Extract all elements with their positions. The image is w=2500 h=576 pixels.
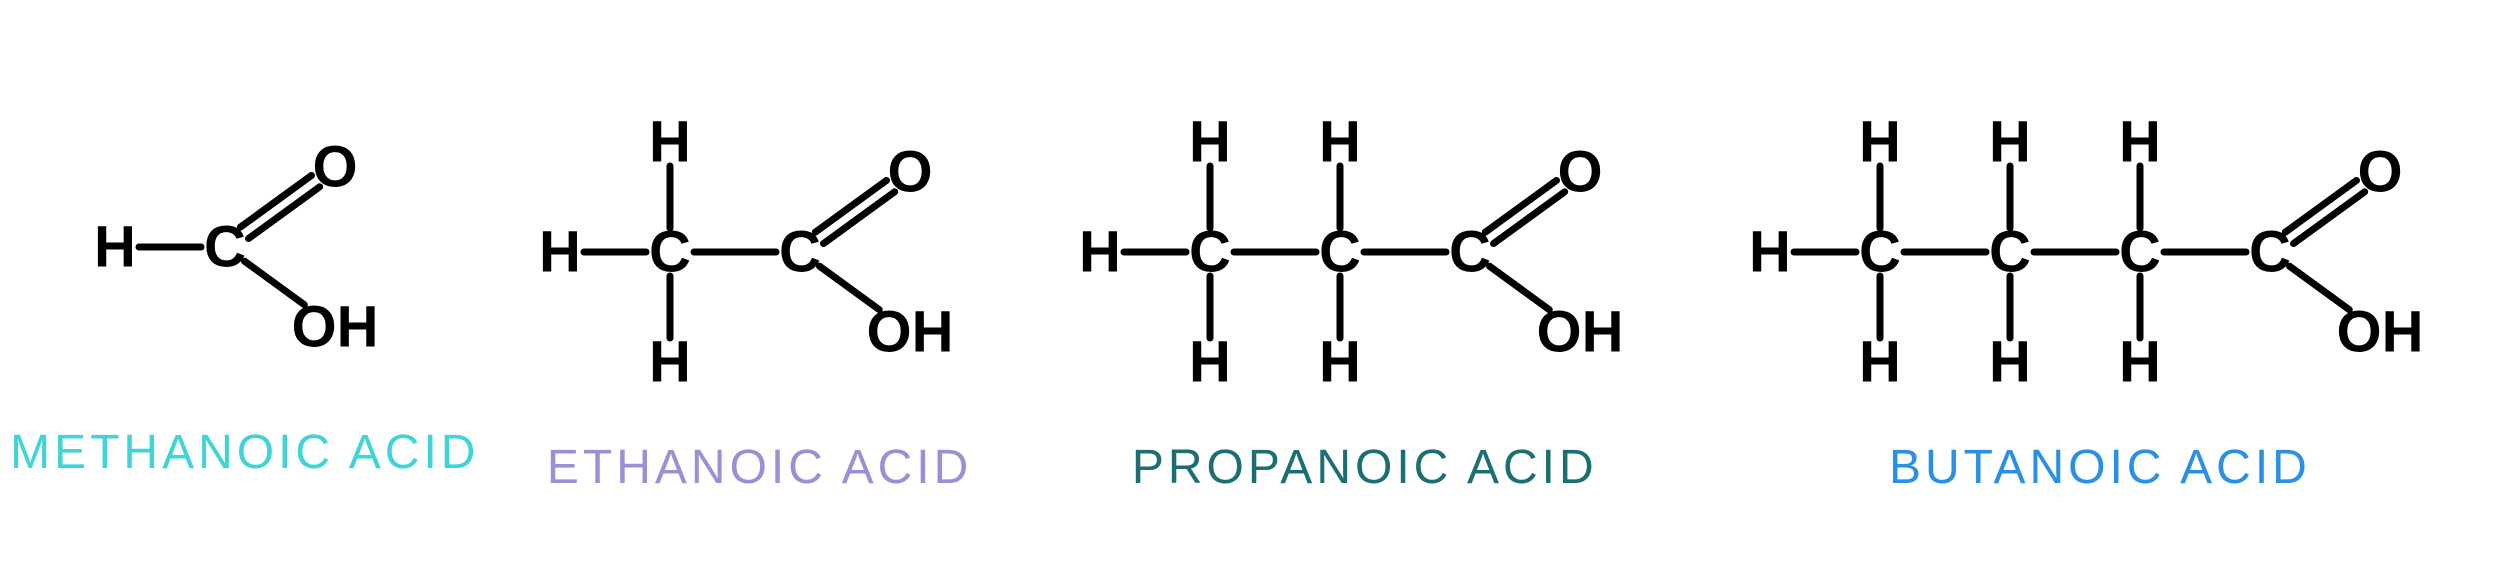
svg-text:H: H bbox=[1189, 109, 1231, 174]
svg-text:C: C bbox=[2119, 219, 2161, 284]
svg-text:H: H bbox=[1079, 219, 1121, 284]
svg-text:OH: OH bbox=[291, 294, 378, 359]
molecule-methanoic: H C O OH METHANOIC ACID bbox=[10, 97, 479, 480]
svg-text:H: H bbox=[1189, 329, 1231, 394]
svg-text:H: H bbox=[1749, 219, 1791, 284]
label-methanoic: METHANOIC ACID bbox=[10, 425, 479, 480]
svg-text:O: O bbox=[887, 139, 932, 204]
svg-text:H: H bbox=[539, 219, 581, 284]
svg-text:H: H bbox=[649, 109, 691, 174]
svg-text:C: C bbox=[1449, 219, 1491, 284]
svg-text:C: C bbox=[1189, 219, 1231, 284]
svg-text:C: C bbox=[779, 219, 821, 284]
svg-text:C: C bbox=[204, 214, 246, 279]
structure-propanoic: HCHHCHHCOOH bbox=[1040, 82, 1690, 412]
svg-text:O: O bbox=[1557, 139, 1602, 204]
svg-text:OH: OH bbox=[2336, 299, 2423, 364]
molecule-propanoic: HCHHCHHCOOH PROPANOIC ACID bbox=[1040, 82, 1690, 495]
svg-text:C: C bbox=[2249, 219, 2291, 284]
svg-text:OH: OH bbox=[1536, 299, 1623, 364]
svg-text:H: H bbox=[1989, 109, 2031, 174]
molecule-butanoic: HCHHCHHCHHCOOH BUTANOIC ACID bbox=[1710, 82, 2490, 495]
structure-ethanoic: HCHHCOOH bbox=[500, 82, 1020, 412]
svg-text:H: H bbox=[1989, 329, 2031, 394]
svg-text:H: H bbox=[94, 214, 136, 279]
svg-text:H: H bbox=[1319, 329, 1361, 394]
svg-text:OH: OH bbox=[866, 299, 953, 364]
svg-text:O: O bbox=[2357, 139, 2402, 204]
svg-text:H: H bbox=[2119, 329, 2161, 394]
svg-text:H: H bbox=[2119, 109, 2161, 174]
svg-text:H: H bbox=[1859, 109, 1901, 174]
svg-text:H: H bbox=[1319, 109, 1361, 174]
molecule-ethanoic: HCHHCOOH ETHANOIC ACID bbox=[500, 82, 1020, 495]
svg-text:O: O bbox=[312, 134, 357, 199]
svg-text:H: H bbox=[1859, 329, 1901, 394]
label-ethanoic: ETHANOIC ACID bbox=[547, 440, 972, 495]
svg-text:C: C bbox=[649, 219, 691, 284]
svg-text:H: H bbox=[649, 329, 691, 394]
structure-methanoic: H C O OH bbox=[55, 97, 435, 397]
svg-text:C: C bbox=[1989, 219, 2031, 284]
structure-butanoic: HCHHCHHCHHCOOH bbox=[1710, 82, 2490, 412]
svg-text:C: C bbox=[1319, 219, 1361, 284]
label-propanoic: PROPANOIC ACID bbox=[1132, 440, 1598, 495]
svg-text:C: C bbox=[1859, 219, 1901, 284]
label-butanoic: BUTANOIC ACID bbox=[1889, 440, 2311, 495]
